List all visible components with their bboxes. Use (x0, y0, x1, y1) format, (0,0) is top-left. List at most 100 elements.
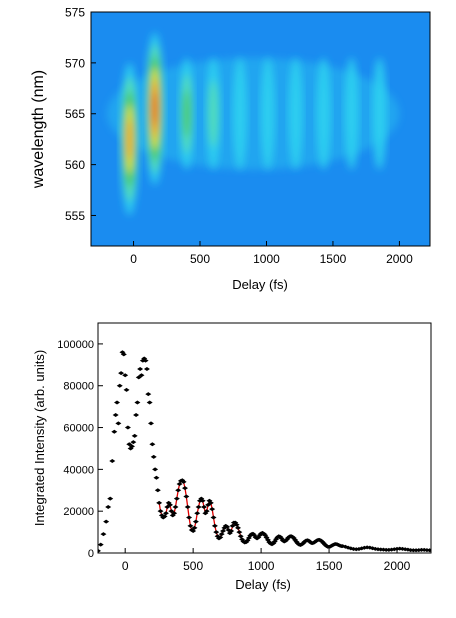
heatmap-peak (316, 57, 331, 170)
data-point (201, 505, 208, 509)
data-point (190, 529, 197, 534)
data-point (114, 400, 121, 405)
heatmap-y-axis-label: wavelength (nm) (30, 70, 47, 189)
data-point (203, 509, 210, 514)
heatmap-peak (145, 32, 165, 185)
data-point (220, 529, 227, 534)
data-point (186, 515, 193, 520)
data-point (171, 511, 178, 516)
data-point (207, 500, 214, 505)
data-point (124, 425, 131, 430)
data-point (202, 511, 209, 516)
data-point (120, 352, 127, 357)
data-point (133, 413, 140, 417)
data-point (181, 486, 188, 491)
heatmap-x-tick-label: 1500 (320, 252, 347, 266)
data-point (199, 498, 206, 503)
data-point (148, 421, 155, 426)
data-point (183, 494, 190, 499)
data-point (103, 519, 110, 524)
scatter-y-tick-label: 60000 (63, 423, 94, 435)
data-point (191, 525, 198, 530)
data-point (234, 525, 241, 530)
heatmap-peak (179, 57, 195, 170)
scatter-x-tick-label: 1000 (248, 559, 275, 573)
scatter-y-axis-label: Integrated Intensity (arb. units) (32, 350, 47, 526)
data-point (142, 358, 149, 363)
data-point (149, 442, 156, 447)
heatmap-y-axis: 555 560 565 570 575 (65, 6, 96, 223)
data-point (228, 529, 235, 534)
scatter-y-tick-label: 80000 (63, 381, 94, 393)
scatter-y-axis: 0 20000 40000 60000 80000 100000 (57, 339, 103, 560)
heatmap-x-axis-label: Delay (fs) (232, 277, 288, 292)
heatmap-y-tick-label: 565 (65, 107, 85, 121)
data-point (217, 535, 224, 540)
scatter-panel: 0 500 1000 1500 2000 0 20000 40000 60000 80000 10… (32, 322, 432, 592)
scatter-x-axis: 0 500 1000 1500 2000 (122, 548, 411, 573)
data-point (112, 413, 119, 417)
scatter-x-tick-label: 0 (122, 559, 129, 573)
scatter-x-tick-label: 500 (183, 559, 203, 573)
data-point (233, 522, 240, 527)
data-point (134, 400, 141, 405)
scatter-y-tick-label: 0 (88, 548, 94, 560)
data-point (194, 511, 201, 516)
heatmap-peak (372, 57, 387, 170)
data-point (100, 532, 107, 537)
data-point (143, 367, 150, 371)
heatmap-x-tick-label: 1000 (253, 252, 280, 266)
heatmap-x-tick-label: 500 (190, 252, 210, 266)
data-point (210, 515, 217, 520)
heatmap-peak (120, 62, 139, 216)
scatter-x-axis-label: Delay (fs) (235, 577, 291, 592)
scatter-points (98, 350, 431, 553)
data-point (154, 488, 161, 493)
data-point (236, 530, 243, 535)
data-point (138, 373, 145, 378)
data-point (161, 514, 168, 519)
data-point (116, 383, 123, 388)
heatmap-frame (90, 11, 431, 247)
data-point (123, 387, 130, 392)
data-point (109, 459, 116, 463)
data-point (176, 482, 183, 486)
data-point (173, 496, 180, 501)
heatmap-peak (205, 57, 221, 170)
data-point (187, 523, 194, 528)
data-point (172, 505, 179, 509)
data-point (209, 507, 216, 512)
scatter-x-tick-label: 2000 (384, 559, 411, 573)
data-point (131, 433, 138, 438)
heatmap-blobs (106, 32, 400, 216)
data-point (175, 488, 182, 493)
heatmap-y-tick-label: 570 (65, 56, 85, 70)
heatmap-x-tick-label: 0 (130, 252, 137, 266)
data-point (130, 440, 137, 445)
data-point (105, 505, 112, 509)
data-point (195, 505, 202, 509)
data-point (137, 367, 144, 371)
heatmap-panel: 0 500 1000 1500 2000 555 560 565 570 575 Delay (… (30, 6, 431, 292)
data-point (152, 467, 159, 472)
data-point (98, 542, 104, 547)
heatmap-peak (260, 57, 276, 170)
scatter-frame (97, 322, 432, 554)
heatmap-peak (344, 57, 359, 170)
data-point (426, 548, 431, 553)
heatmap-x-tick-label: 2000 (386, 252, 413, 266)
data-point (156, 500, 163, 505)
scatter-y-tick-label: 100000 (57, 339, 94, 351)
data-point (167, 502, 174, 507)
data-point (118, 371, 125, 376)
heatmap-peak (288, 57, 304, 170)
heatmap-peak (232, 57, 248, 170)
data-point (128, 444, 135, 449)
heatmap-y-tick-label: 560 (65, 158, 85, 172)
data-point (157, 509, 164, 514)
scatter-y-tick-label: 20000 (63, 506, 94, 518)
data-point (153, 475, 160, 480)
data-point (213, 530, 220, 535)
data-point (224, 524, 231, 529)
data-point (162, 511, 169, 516)
